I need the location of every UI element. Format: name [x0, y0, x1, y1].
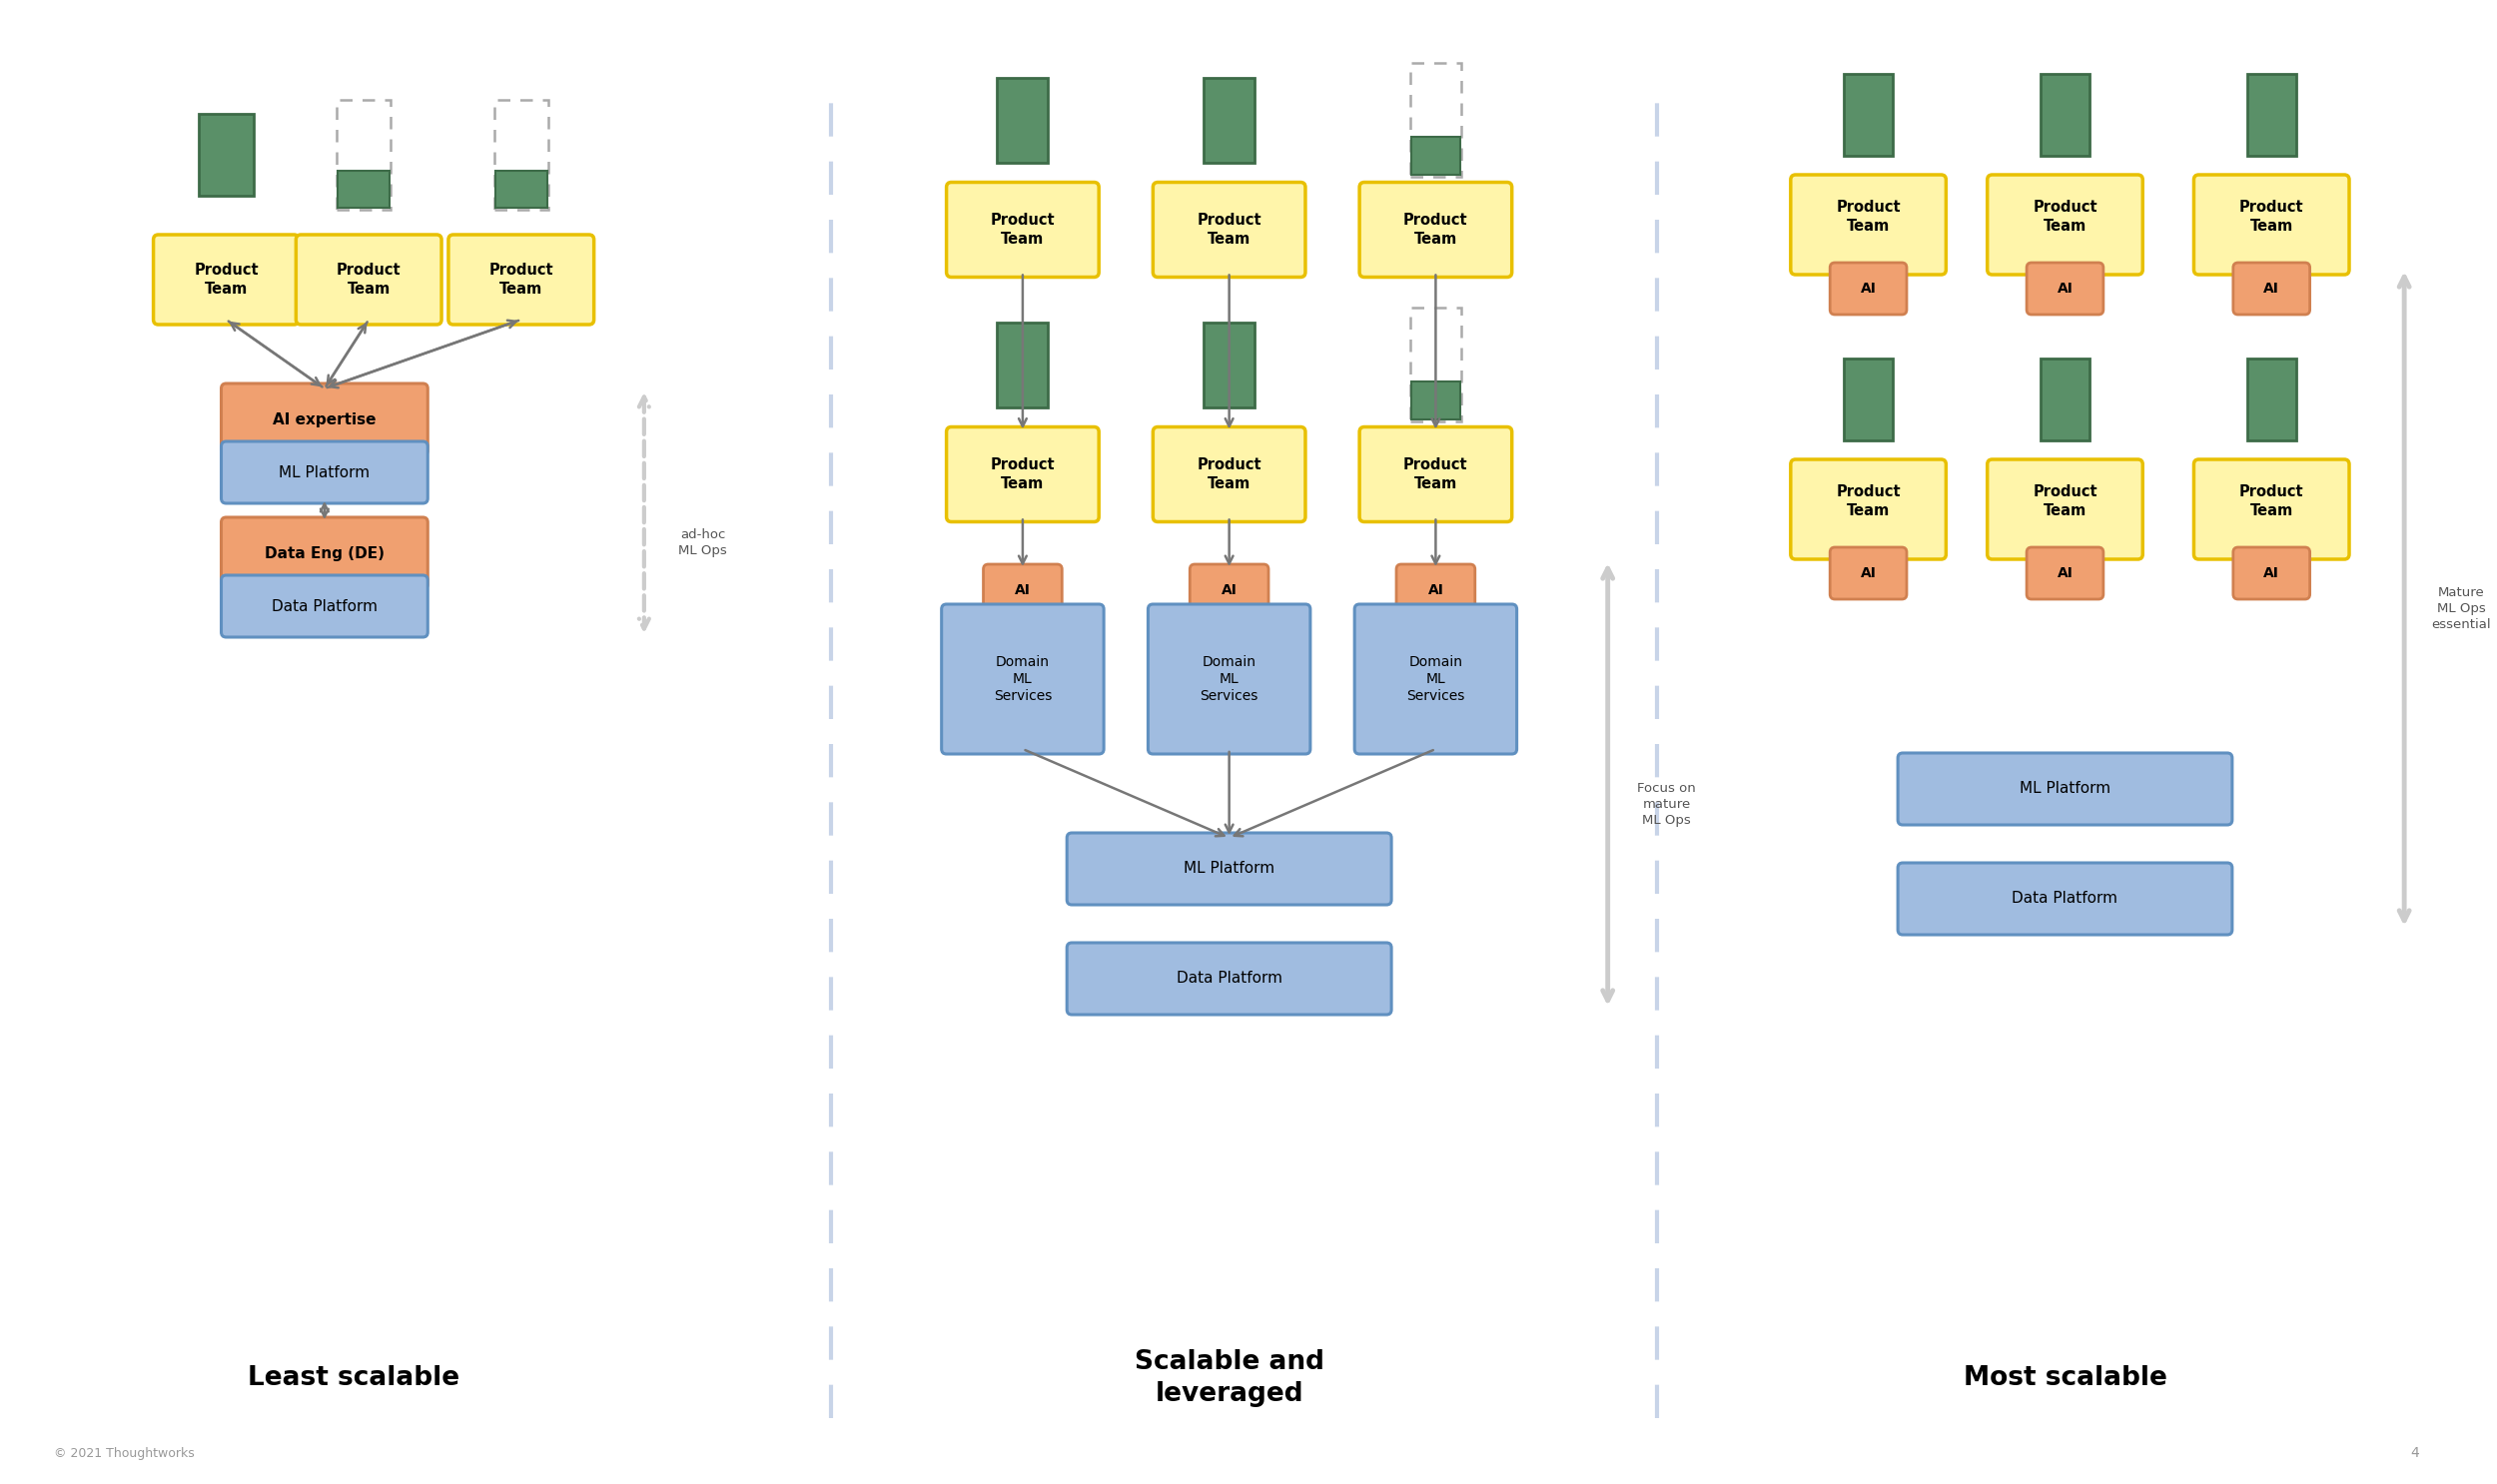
FancyBboxPatch shape — [1898, 862, 2232, 935]
Bar — [996, 77, 1049, 162]
Text: Product
Team: Product Team — [1403, 212, 1468, 246]
Bar — [1411, 381, 1461, 420]
Text: Data Platform: Data Platform — [1176, 971, 1281, 987]
FancyBboxPatch shape — [1191, 564, 1268, 616]
FancyBboxPatch shape — [2232, 263, 2310, 315]
Text: Product
Team: Product Team — [2240, 200, 2305, 233]
FancyBboxPatch shape — [946, 183, 1099, 278]
FancyBboxPatch shape — [1830, 263, 1908, 315]
FancyBboxPatch shape — [1988, 460, 2142, 559]
Bar — [337, 171, 390, 208]
FancyBboxPatch shape — [222, 441, 427, 503]
FancyBboxPatch shape — [1358, 427, 1511, 522]
FancyBboxPatch shape — [2028, 263, 2102, 315]
Bar — [2247, 74, 2297, 156]
Bar — [1843, 359, 1893, 441]
Text: ML Platform: ML Platform — [280, 464, 370, 479]
Text: Product
Team: Product Team — [1196, 457, 1261, 491]
Text: ML Platform: ML Platform — [1184, 861, 1273, 877]
Text: Product
Team: Product Team — [1835, 200, 1900, 233]
Text: Domain
ML
Services: Domain ML Services — [1406, 654, 1466, 703]
Text: AI: AI — [2058, 282, 2073, 295]
Bar — [1411, 62, 1461, 177]
Text: AI: AI — [2058, 567, 2073, 580]
FancyBboxPatch shape — [2195, 175, 2350, 275]
Text: © 2021 Thoughtworks: © 2021 Thoughtworks — [55, 1447, 195, 1460]
FancyBboxPatch shape — [2028, 548, 2102, 600]
Bar — [337, 99, 392, 211]
Text: Product
Team: Product Team — [1835, 485, 1900, 518]
Text: Most scalable: Most scalable — [1963, 1365, 2167, 1391]
Bar — [494, 99, 549, 211]
Text: AI: AI — [2265, 567, 2280, 580]
Text: Data Platform: Data Platform — [2013, 892, 2117, 907]
FancyBboxPatch shape — [984, 564, 1061, 616]
Text: Product
Team: Product Team — [991, 457, 1054, 491]
FancyBboxPatch shape — [1066, 942, 1391, 1015]
Bar — [2040, 74, 2090, 156]
Text: AI expertise: AI expertise — [272, 413, 377, 427]
Bar — [2040, 359, 2090, 441]
Bar — [2247, 359, 2297, 441]
FancyBboxPatch shape — [297, 234, 442, 325]
Text: Product
Team: Product Team — [489, 263, 554, 297]
FancyBboxPatch shape — [1149, 604, 1311, 754]
Text: Domain
ML
Services: Domain ML Services — [994, 654, 1051, 703]
Bar — [1843, 74, 1893, 156]
Text: AI: AI — [1221, 583, 1236, 597]
Bar — [494, 171, 547, 208]
Text: AI: AI — [1428, 583, 1443, 597]
Text: Domain
ML
Services: Domain ML Services — [1201, 654, 1258, 703]
Text: AI: AI — [1014, 583, 1031, 597]
FancyBboxPatch shape — [2195, 460, 2350, 559]
Text: AI: AI — [2265, 282, 2280, 295]
FancyBboxPatch shape — [941, 604, 1104, 754]
Text: Product
Team: Product Team — [1403, 457, 1468, 491]
Bar — [1411, 137, 1461, 175]
Bar — [1204, 77, 1253, 162]
Text: Product
Team: Product Team — [2240, 485, 2305, 518]
Bar — [1204, 322, 1253, 407]
FancyBboxPatch shape — [449, 234, 594, 325]
Text: Scalable and
leveraged: Scalable and leveraged — [1134, 1349, 1323, 1407]
Bar — [200, 114, 252, 196]
Text: ML Platform: ML Platform — [2020, 782, 2110, 797]
FancyBboxPatch shape — [1396, 564, 1476, 616]
Text: Product
Team: Product Team — [337, 263, 402, 297]
Text: Product
Team: Product Team — [195, 263, 260, 297]
FancyBboxPatch shape — [222, 576, 427, 637]
Text: 4: 4 — [2410, 1445, 2420, 1460]
FancyBboxPatch shape — [1898, 752, 2232, 825]
Text: ad-hoc
ML Ops: ad-hoc ML Ops — [679, 528, 727, 558]
FancyBboxPatch shape — [1154, 183, 1306, 278]
Text: AI: AI — [1860, 282, 1875, 295]
Text: AI: AI — [1860, 567, 1875, 580]
Text: Focus on
mature
ML Ops: Focus on mature ML Ops — [1638, 782, 1695, 827]
FancyBboxPatch shape — [2232, 548, 2310, 600]
Text: Data Platform: Data Platform — [272, 598, 377, 614]
FancyBboxPatch shape — [1358, 183, 1511, 278]
FancyBboxPatch shape — [1790, 460, 1945, 559]
Text: Data Eng (DE): Data Eng (DE) — [265, 546, 385, 561]
FancyBboxPatch shape — [1988, 175, 2142, 275]
Text: Product
Team: Product Team — [1196, 212, 1261, 246]
Bar — [996, 322, 1049, 407]
Text: Least scalable: Least scalable — [247, 1365, 459, 1391]
Text: Product
Team: Product Team — [2033, 485, 2097, 518]
FancyBboxPatch shape — [946, 427, 1099, 522]
Text: Mature
ML Ops
essential: Mature ML Ops essential — [2432, 586, 2492, 631]
FancyBboxPatch shape — [1066, 833, 1391, 905]
FancyBboxPatch shape — [222, 383, 427, 456]
FancyBboxPatch shape — [1353, 604, 1516, 754]
FancyBboxPatch shape — [222, 518, 427, 589]
FancyBboxPatch shape — [152, 234, 300, 325]
FancyBboxPatch shape — [1154, 427, 1306, 522]
FancyBboxPatch shape — [1830, 548, 1908, 600]
Text: Product
Team: Product Team — [991, 212, 1054, 246]
Bar — [1411, 307, 1461, 421]
Text: Product
Team: Product Team — [2033, 200, 2097, 233]
FancyBboxPatch shape — [1790, 175, 1945, 275]
